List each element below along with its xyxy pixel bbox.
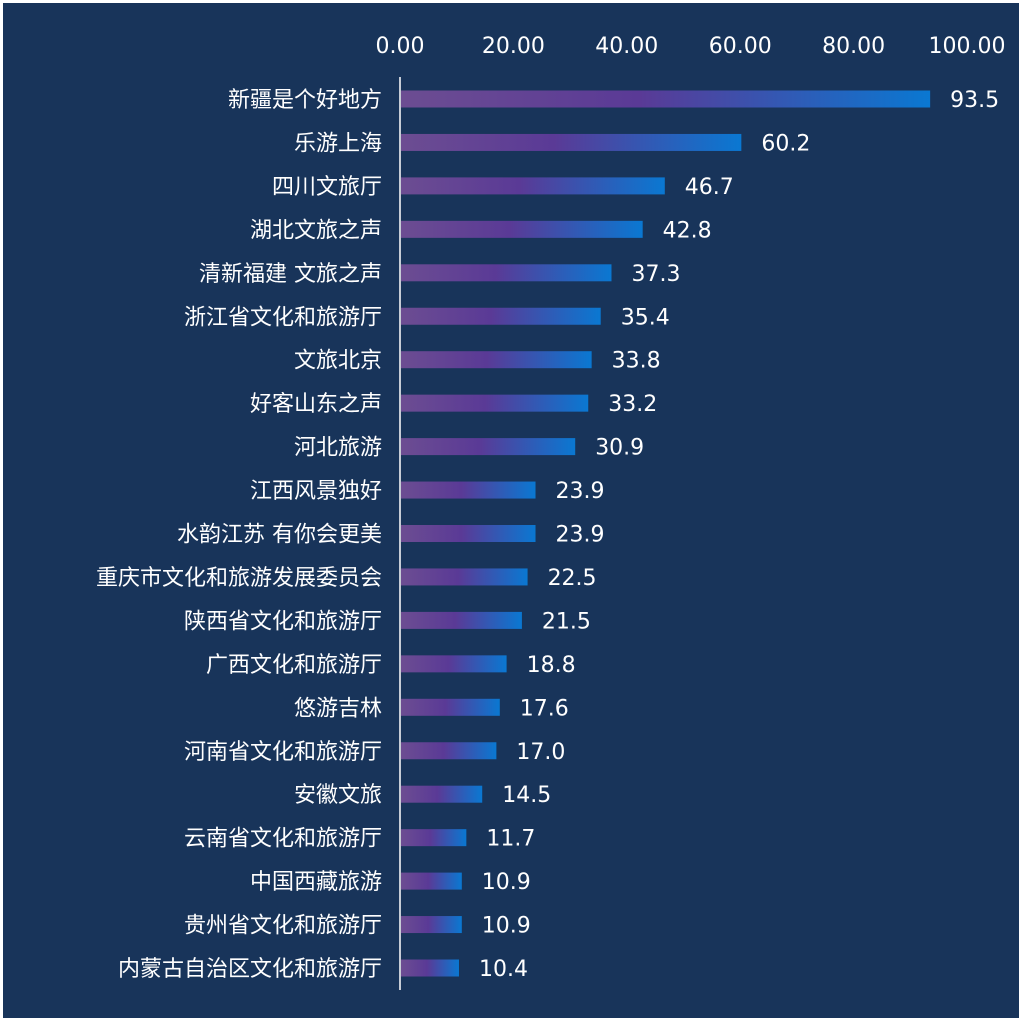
x-tick-label: 60.00 xyxy=(709,34,772,59)
value-label: 10.9 xyxy=(482,870,531,895)
x-tick-label: 0.00 xyxy=(376,34,425,59)
category-label: 内蒙古自治区文化和旅游厅 xyxy=(118,957,382,982)
value-label: 23.9 xyxy=(556,479,605,504)
bar xyxy=(401,872,462,890)
bars xyxy=(401,90,931,977)
category-label: 云南省文化和旅游厅 xyxy=(184,827,382,852)
value-label: 21.5 xyxy=(542,609,591,634)
category-label: 悠游吉林 xyxy=(294,696,382,721)
x-tick-label: 20.00 xyxy=(482,34,545,59)
category-label: 湖北文旅之声 xyxy=(250,218,382,243)
bar xyxy=(401,177,665,195)
bar xyxy=(401,438,576,456)
value-label: 30.9 xyxy=(595,436,644,461)
value-label: 93.5 xyxy=(950,88,999,113)
bar-chart: 0.00 20.00 40.00 60.00 80.00 100.00 新疆是个好地方乐游… xyxy=(96,34,1006,990)
bar xyxy=(401,90,931,108)
value-label: 10.9 xyxy=(482,914,531,939)
category-label: 中国西藏旅游 xyxy=(250,870,382,895)
bar xyxy=(401,394,589,412)
category-label: 贵州省文化和旅游厅 xyxy=(184,914,382,939)
category-label: 好客山东之声 xyxy=(250,392,382,417)
category-label: 重庆市文化和旅游发展委员会 xyxy=(96,566,382,591)
bar xyxy=(401,351,592,369)
chart-panel: 0.00 20.00 40.00 60.00 80.00 100.00 新疆是个好地方乐游… xyxy=(3,3,1019,1018)
value-label: 33.2 xyxy=(608,392,657,417)
bar xyxy=(401,568,528,586)
x-axis-ticks: 0.00 20.00 40.00 60.00 80.00 100.00 xyxy=(376,34,1006,59)
value-label: 17.6 xyxy=(520,696,569,721)
category-label: 河南省文化和旅游厅 xyxy=(184,740,382,765)
bar xyxy=(401,133,742,151)
value-label: 23.9 xyxy=(556,523,605,548)
value-label: 18.8 xyxy=(527,653,576,678)
value-label: 14.5 xyxy=(502,783,551,808)
value-label: 22.5 xyxy=(548,566,597,591)
value-label: 46.7 xyxy=(685,175,734,200)
bar xyxy=(401,525,536,542)
bar xyxy=(401,264,612,282)
category-label: 陕西省文化和旅游厅 xyxy=(184,609,382,634)
bar xyxy=(401,307,601,325)
bar xyxy=(401,829,467,847)
value-labels: 93.5 60.2 46.7 42.8 37.3 35.4 33.8 33.2 30.9 23.9… xyxy=(479,88,999,982)
category-label: 安徽文旅 xyxy=(294,783,382,808)
value-label: 37.3 xyxy=(631,262,680,287)
bar xyxy=(401,742,497,760)
value-label: 33.8 xyxy=(612,349,661,374)
category-label: 新疆是个好地方 xyxy=(228,88,382,113)
category-label: 浙江省文化和旅游厅 xyxy=(184,305,382,330)
category-label: 文旅北京 xyxy=(294,349,382,374)
category-label: 四川文旅厅 xyxy=(272,175,382,200)
bar xyxy=(401,916,462,934)
category-label: 江西风景独好 xyxy=(250,479,382,504)
value-label: 35.4 xyxy=(621,305,670,330)
value-label: 11.7 xyxy=(486,827,535,852)
bar xyxy=(401,220,643,238)
x-tick-label: 40.00 xyxy=(595,34,658,59)
bar xyxy=(401,481,536,499)
x-tick-label: 80.00 xyxy=(822,34,885,59)
value-label: 42.8 xyxy=(663,218,712,243)
bar xyxy=(401,959,459,977)
bar xyxy=(401,611,522,629)
category-label: 水韵江苏 有你会更美 xyxy=(177,523,382,548)
category-label: 广西文化和旅游厅 xyxy=(206,653,382,678)
x-tick-label: 100.00 xyxy=(929,34,1006,59)
category-label: 乐游上海 xyxy=(294,131,382,156)
value-label: 10.4 xyxy=(479,957,528,982)
category-label: 河北旅游 xyxy=(294,436,382,461)
bar xyxy=(401,785,483,803)
category-label: 清新福建 文旅之声 xyxy=(199,262,382,287)
value-label: 60.2 xyxy=(761,131,810,156)
bar xyxy=(401,698,500,716)
value-label: 17.0 xyxy=(516,740,565,765)
bar xyxy=(401,655,507,673)
